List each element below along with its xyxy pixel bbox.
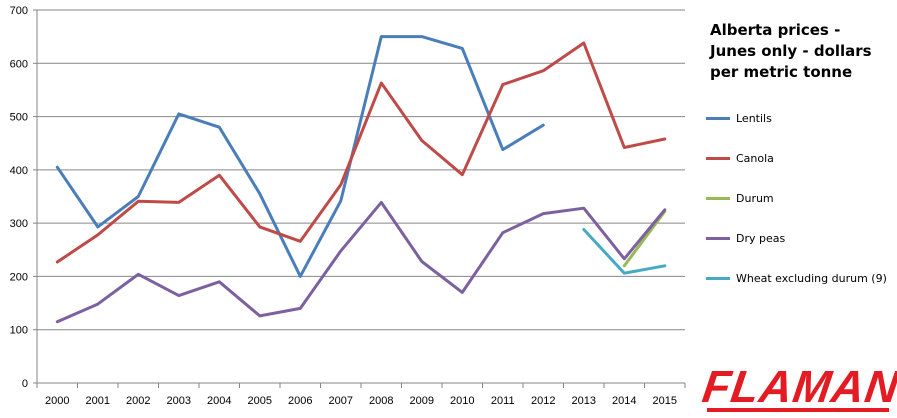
legend-item: Lentils — [706, 111, 772, 125]
x-tick-label: 2006 — [288, 395, 312, 407]
series-lentils — [55, 35, 545, 278]
legend-label: Canola — [736, 151, 774, 165]
legend-swatch — [706, 116, 730, 120]
legend-label: Lentils — [736, 111, 772, 125]
gridlines — [37, 9, 685, 384]
y-tick-label: 300 — [10, 218, 28, 230]
series-lines — [55, 35, 667, 324]
legend-swatch — [706, 196, 730, 200]
chart-title-line-1: Alberta prices - — [710, 21, 841, 39]
x-tick-label: 2008 — [369, 395, 393, 407]
chart-title: Alberta prices - Junes only - dollars pe… — [710, 20, 890, 83]
series-line — [622, 209, 667, 268]
x-tick-label: 2001 — [86, 395, 110, 407]
x-tick-label: 2012 — [531, 395, 555, 407]
x-tick-label: 2003 — [167, 395, 191, 407]
y-tick-label: 600 — [10, 58, 28, 70]
x-tick-label: 2004 — [207, 395, 231, 407]
flaman-logo: FLAMAN — [699, 361, 897, 414]
series-line — [55, 35, 545, 278]
legend-swatch — [706, 156, 730, 160]
x-tick-label: 2015 — [653, 395, 677, 407]
y-tick-label: 100 — [10, 325, 28, 337]
legend-label: Dry peas — [736, 231, 786, 245]
legend-item: Dry peas — [706, 231, 785, 245]
legend-swatch — [706, 236, 730, 240]
legend-item: Durum — [706, 191, 774, 205]
x-tick-label: 2010 — [450, 395, 474, 407]
series-durum — [622, 209, 667, 268]
logo-text: FLAMAN — [699, 361, 897, 412]
y-tick-label: 700 — [10, 5, 28, 17]
x-tick-label: 2002 — [126, 395, 150, 407]
x-tick-label: 2005 — [248, 395, 272, 407]
series-line — [55, 200, 667, 324]
y-tick-label: 500 — [10, 112, 28, 124]
y-tick-label: 200 — [10, 271, 28, 283]
legend-swatch — [706, 276, 730, 280]
series-canola — [55, 41, 667, 264]
x-tick-label: 2009 — [410, 395, 434, 407]
x-tick-label: 2000 — [45, 395, 69, 407]
legend-item: Canola — [706, 151, 774, 165]
x-tick-label: 2013 — [572, 395, 596, 407]
chart-title-line-2: Junes only - dollars — [710, 42, 872, 60]
y-tick-label: 400 — [10, 165, 28, 177]
x-tick-label: 2011 — [491, 395, 515, 407]
series-line — [582, 228, 667, 275]
y-tick-label: 0 — [22, 378, 28, 390]
axes: 0 100 200 300 400 500 600 700 2000 2001 2002 2003 20… — [10, 5, 686, 407]
legend-label: Durum — [736, 191, 774, 205]
series-dry-peas — [55, 200, 667, 324]
logo-underline — [707, 408, 889, 412]
x-tick-label: 2014 — [612, 395, 636, 407]
series-wheat-excluding-durum-9 — [582, 228, 667, 275]
chart-title-line-3: per metric tonne — [710, 63, 853, 81]
series-line — [55, 41, 667, 264]
legend-label: Wheat excluding durum (9) — [736, 271, 887, 285]
x-tick-label: 2007 — [329, 395, 353, 407]
legend-item: Wheat excluding durum (9) — [706, 271, 887, 285]
